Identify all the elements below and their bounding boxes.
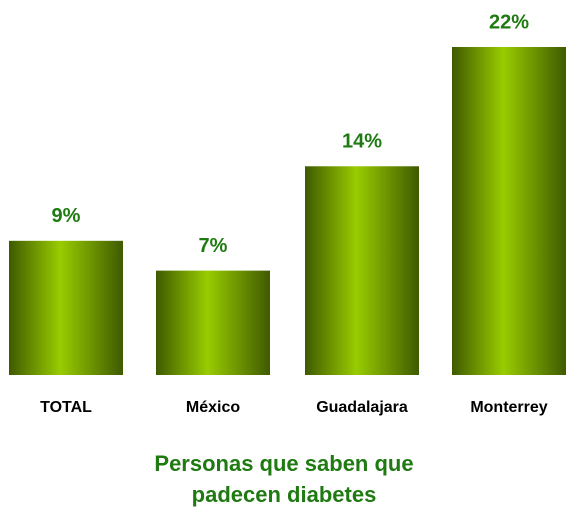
bar xyxy=(305,166,419,375)
bar xyxy=(9,240,123,375)
x-tick-label: Monterrey xyxy=(470,399,547,416)
value-label: 7% xyxy=(199,235,228,257)
value-label: 22% xyxy=(489,11,529,33)
value-label: 14% xyxy=(342,131,382,153)
x-tick-label: México xyxy=(186,399,240,416)
chart-title: Personas que saben que padecen diabetes xyxy=(154,451,414,507)
value-label: 9% xyxy=(52,205,81,227)
chart: 9% TOTAL 7% México 14% Guadalajara 22% Monterre… xyxy=(9,11,566,416)
x-tick-label: TOTAL xyxy=(40,399,92,416)
bar xyxy=(452,47,566,375)
x-tick-label: Guadalajara xyxy=(316,399,408,416)
bar xyxy=(156,270,270,375)
